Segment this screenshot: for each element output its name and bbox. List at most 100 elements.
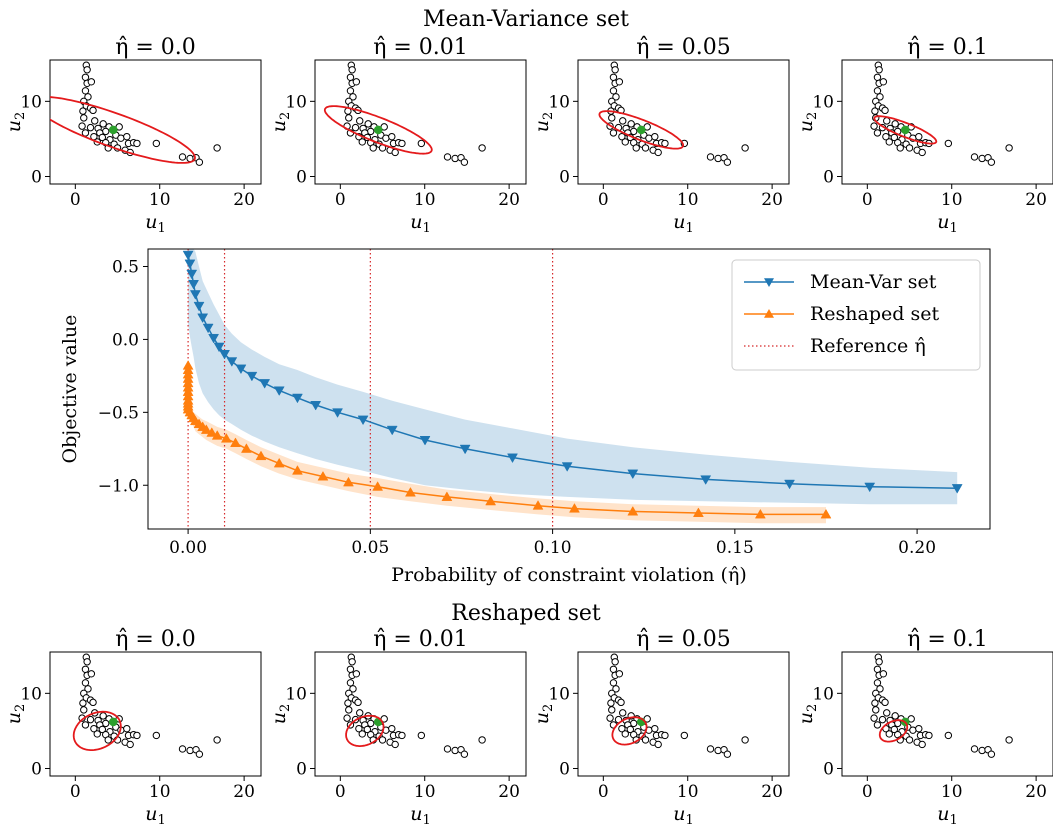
data-point	[178, 745, 187, 753]
y-axis-label: u2	[795, 112, 820, 133]
top-panel-title: η̂ = 0.01	[373, 35, 468, 60]
legend-label-reshaped: Reshaped set	[810, 303, 939, 325]
data-point	[352, 78, 361, 86]
data-marker-mean-var	[202, 323, 214, 334]
data-marker-reshaped	[820, 508, 832, 519]
data-point	[609, 665, 618, 673]
data-point	[84, 685, 92, 693]
x-tick-label: 0	[598, 782, 609, 802]
legend-label-mean-var: Mean-Var set	[810, 271, 937, 293]
data-point	[81, 73, 90, 81]
data-point	[478, 144, 486, 152]
data-point	[123, 724, 131, 733]
data-marker-reshaped	[405, 487, 416, 497]
data-point	[883, 709, 891, 717]
data-marker-mean-var	[182, 250, 194, 261]
data-point	[451, 154, 459, 163]
bottom-panel-title: η̂ = 0.0	[115, 627, 196, 652]
data-point	[99, 120, 107, 128]
bottom-panel-title: η̂ = 0.1	[907, 627, 988, 652]
data-marker-reshaped	[206, 427, 218, 437]
data-point	[398, 139, 406, 148]
data-point	[641, 144, 650, 152]
data-point	[102, 719, 110, 728]
data-marker-reshaped	[754, 508, 766, 519]
data-point	[905, 144, 914, 152]
data-point	[878, 715, 887, 724]
x-tick-label: 10	[677, 190, 699, 210]
data-point	[890, 133, 899, 142]
data-marker-mean-var	[700, 475, 712, 485]
data-point	[83, 658, 91, 666]
data-marker-mean-var	[197, 313, 209, 324]
x-tick-label: 20	[1025, 190, 1047, 210]
y-axis-label: u2	[531, 112, 556, 133]
x-tick-label: 0.20	[898, 538, 936, 558]
data-point	[714, 746, 722, 755]
data-point	[873, 73, 882, 81]
data-point	[345, 114, 353, 122]
data-point	[890, 725, 899, 734]
x-tick-label: 0.10	[534, 538, 572, 558]
data-point	[86, 715, 95, 724]
center-point	[109, 125, 118, 135]
y-tick-label: 0	[823, 759, 834, 779]
data-point	[417, 731, 426, 740]
data-point	[621, 138, 629, 146]
data-marker-mean-var	[627, 469, 639, 480]
data-point	[882, 132, 890, 141]
x-tick-label: 0	[70, 782, 81, 802]
x-tick-label: 0	[598, 190, 609, 210]
data-point	[391, 148, 399, 157]
uncertainty-set-ellipse	[345, 714, 385, 747]
y-tick-label: 10	[20, 684, 42, 704]
data-marker-mean-var	[184, 259, 196, 270]
data-point	[885, 138, 893, 146]
data-point	[876, 93, 884, 101]
data-marker-reshaped	[343, 476, 354, 487]
data-point	[871, 699, 879, 707]
data-point	[883, 117, 891, 125]
data-point	[363, 725, 372, 734]
x-tick-label: 10	[677, 782, 699, 802]
data-point	[915, 132, 923, 141]
plot-area	[870, 61, 1013, 166]
data-point	[460, 158, 469, 166]
x-tick-label: 0.05	[351, 538, 389, 558]
data-point	[680, 731, 689, 740]
x-tick-label: 20	[233, 782, 255, 802]
data-point	[98, 133, 107, 142]
plot-area	[72, 653, 221, 758]
data-point	[81, 665, 90, 673]
data-point	[645, 134, 653, 142]
data-point	[126, 740, 134, 749]
data-marker-mean-var	[951, 484, 963, 494]
y-tick-label: 0.0	[112, 330, 139, 350]
data-point	[654, 148, 662, 157]
x-tick-label: 10	[941, 782, 963, 802]
data-point	[706, 153, 715, 161]
data-point	[84, 93, 92, 101]
data-point	[611, 658, 619, 666]
data-point	[741, 144, 749, 152]
uncertainty-set-ellipse	[598, 110, 685, 150]
data-point	[632, 144, 640, 152]
data-point	[875, 66, 883, 74]
data-point	[86, 123, 95, 132]
x-tick-label: 0.00	[169, 538, 207, 558]
main-y-axis-label: Objective value	[59, 315, 81, 464]
data-point	[871, 107, 879, 115]
data-point	[89, 698, 97, 707]
data-point	[81, 87, 90, 95]
data-point	[99, 712, 107, 720]
y-axis-label: u2	[795, 704, 820, 725]
data-point	[195, 750, 204, 758]
data-point	[90, 724, 98, 733]
